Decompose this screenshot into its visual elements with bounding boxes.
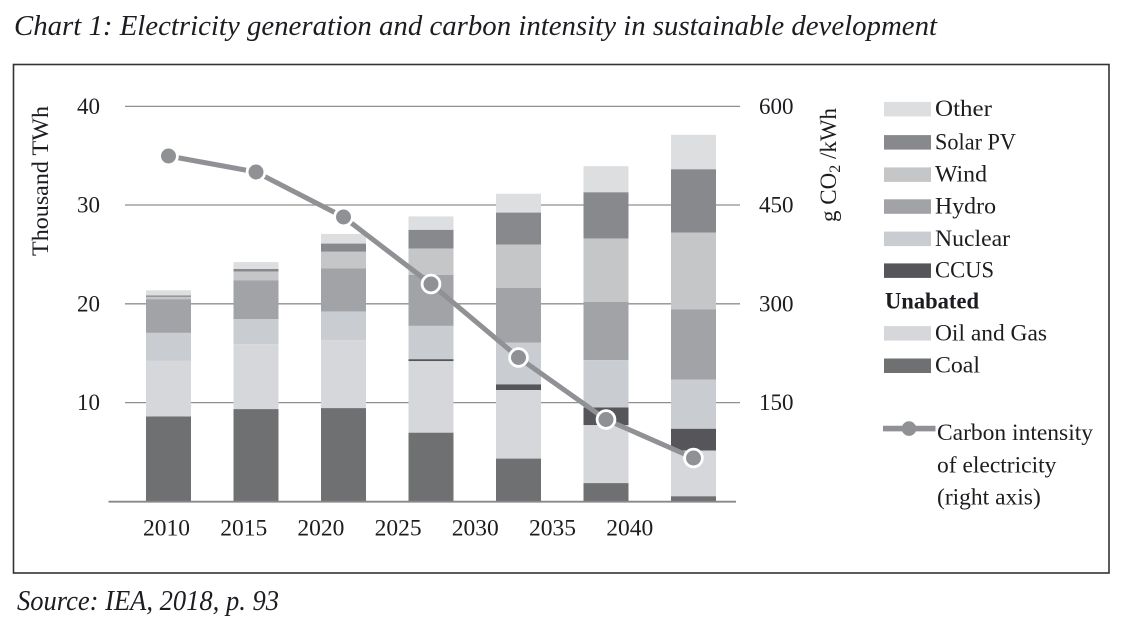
svg-text:Other: Other <box>935 96 992 122</box>
svg-text:2010: 2010 <box>143 516 190 542</box>
svg-text:20: 20 <box>77 291 100 316</box>
svg-text:Coal: Coal <box>935 353 980 379</box>
svg-text:150: 150 <box>759 390 794 415</box>
svg-text:(right axis): (right axis) <box>937 485 1041 511</box>
svg-text:30: 30 <box>77 193 100 218</box>
svg-text:Oil and Gas: Oil and Gas <box>935 320 1047 346</box>
svg-text:600: 600 <box>759 94 794 119</box>
svg-text:Unabated: Unabated <box>885 289 979 315</box>
svg-text:10: 10 <box>77 390 100 415</box>
svg-text:Wind: Wind <box>935 162 987 188</box>
svg-text:CCUS: CCUS <box>935 258 994 284</box>
svg-text:40: 40 <box>77 94 100 119</box>
svg-text:300: 300 <box>759 291 794 316</box>
svg-text:Carbon intensity: Carbon intensity <box>937 420 1093 446</box>
svg-text:450: 450 <box>759 193 794 218</box>
svg-text:2015: 2015 <box>220 516 267 542</box>
svg-text:2035: 2035 <box>529 516 576 542</box>
svg-text:Solar PV: Solar PV <box>935 129 1016 155</box>
svg-text:Thousand TWh: Thousand TWh <box>28 105 53 256</box>
svg-text:2025: 2025 <box>375 516 422 542</box>
svg-text:of electricity: of electricity <box>937 452 1057 478</box>
svg-text:2020: 2020 <box>297 516 344 542</box>
svg-text:Source: IEA, 2018, p. 93: Source: IEA, 2018, p. 93 <box>17 586 279 617</box>
svg-text:2030: 2030 <box>452 516 499 542</box>
svg-text:2040: 2040 <box>606 516 653 542</box>
svg-text:Chart 1: Electricity generatio: Chart 1: Electricity generation and carb… <box>14 11 938 42</box>
svg-text:g CO2 /kWh: g CO2 /kWh <box>816 107 844 222</box>
svg-text:Hydro: Hydro <box>935 194 996 220</box>
svg-text:Nuclear: Nuclear <box>935 226 1010 252</box>
